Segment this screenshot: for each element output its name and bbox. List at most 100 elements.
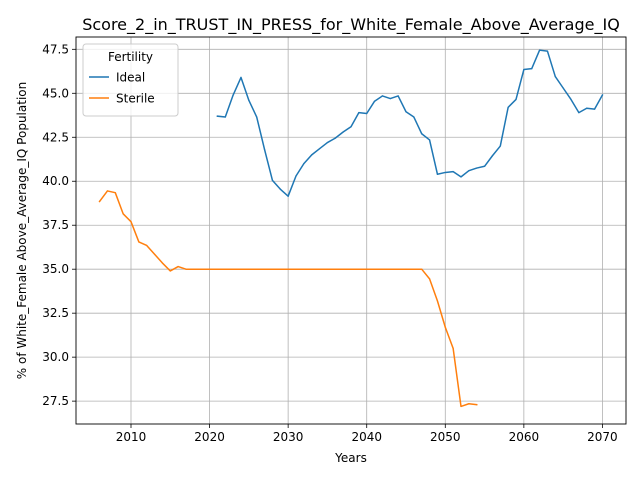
data-point-sterile [405,268,407,270]
data-point-ideal [507,106,509,108]
data-point-ideal [554,75,556,78]
data-point-sterile [436,300,439,302]
data-point-sterile [366,268,368,270]
series-lines [98,49,604,408]
data-point-ideal [318,148,321,150]
data-point-sterile [452,347,454,349]
data-point-ideal [295,175,297,177]
data-point-sterile [146,244,148,247]
data-point-ideal [421,133,423,135]
data-point-ideal [586,107,588,109]
y-tick-label: 35.0 [42,262,69,276]
y-tick-label: 27.5 [42,394,69,408]
data-point-sterile [153,253,156,255]
data-point-ideal [224,116,226,118]
legend-label-ideal: Ideal [116,71,145,85]
data-point-sterile [138,241,140,243]
data-point-sterile [114,192,116,194]
data-point-ideal [248,99,250,101]
data-point-sterile [98,200,101,203]
data-point-ideal [428,139,431,141]
x-axis-label: Years [334,451,367,465]
data-point-sterile [193,268,195,270]
data-point-ideal [413,116,415,118]
data-point-sterile [421,268,423,270]
y-tick-label: 45.0 [42,86,69,100]
x-tick-label: 2030 [273,430,304,444]
data-point-ideal [460,176,462,178]
data-point-sterile [177,265,179,268]
data-point-sterile [208,268,211,270]
x-tick-label: 2050 [430,430,461,444]
data-point-ideal [593,108,596,110]
data-point-ideal [499,145,501,147]
y-tick-label: 32.5 [42,306,69,320]
data-point-ideal [350,126,352,128]
data-point-sterile [185,268,187,270]
legend: Fertility Ideal Sterile [82,43,179,117]
data-point-ideal [240,76,242,79]
data-point-ideal [515,98,517,101]
y-tick-label: 30.0 [42,350,69,364]
series-line-ideal [216,49,604,197]
data-point-ideal [256,116,258,118]
data-point-ideal [366,112,368,115]
data-point-ideal [326,141,329,144]
data-point-ideal [389,97,391,100]
data-point-sterile [161,262,164,264]
x-tick-label: 2060 [509,430,540,444]
x-tick-label: 2010 [116,430,147,444]
data-point-ideal [531,68,533,70]
data-point-ideal [405,111,407,113]
data-point-ideal [476,167,478,169]
data-point-ideal [562,87,564,89]
data-point-ideal [491,155,494,157]
y-tick-label: 47.5 [42,42,69,56]
data-point-ideal [279,188,281,190]
data-point-ideal [381,95,384,97]
data-point-ideal [373,100,376,102]
data-point-ideal [397,95,399,97]
data-point-ideal [538,49,541,51]
data-point-ideal [601,94,604,96]
data-point-sterile [468,403,470,405]
data-point-sterile [106,190,109,192]
x-tick-label: 2040 [351,430,382,444]
data-point-ideal [468,170,470,172]
y-tick-label: 37.5 [42,218,69,232]
data-point-sterile [122,213,124,215]
data-point-sterile [444,326,446,328]
plot-frame [75,36,627,425]
data-point-ideal [263,148,266,151]
data-point-ideal [570,98,572,101]
data-point-ideal [436,173,439,175]
data-point-sterile [460,405,462,408]
data-point-sterile [476,404,478,406]
data-point-ideal [578,112,580,114]
data-point-sterile [326,268,329,270]
data-point-ideal [311,154,313,156]
data-point-ideal [546,50,549,52]
axis-ticks: 2010 2020 2030 2040 2050 2060 2070 27.5 30.0 32.5… [42,42,617,444]
data-point-ideal [342,131,344,133]
x-tick-label: 2070 [587,430,618,444]
x-tick-label: 2020 [194,430,225,444]
y-tick-label: 42.5 [42,130,69,144]
data-point-sterile [248,268,250,270]
data-point-ideal [303,163,305,165]
data-point-sterile [428,278,431,280]
legend-title: Fertility [108,50,153,64]
data-point-ideal [444,171,446,174]
chart-title: Score_2_in_TRUST_IN_PRESS_for_White_Fema… [82,15,620,35]
data-point-ideal [523,68,525,71]
data-point-ideal [358,112,360,114]
legend-label-sterile: Sterile [116,92,155,106]
data-point-ideal [483,165,486,167]
data-point-ideal [287,195,289,197]
data-point-ideal [334,137,336,139]
y-tick-label: 40.0 [42,174,69,188]
data-point-sterile [130,221,132,223]
data-point-sterile [169,270,171,272]
data-point-ideal [232,94,234,96]
